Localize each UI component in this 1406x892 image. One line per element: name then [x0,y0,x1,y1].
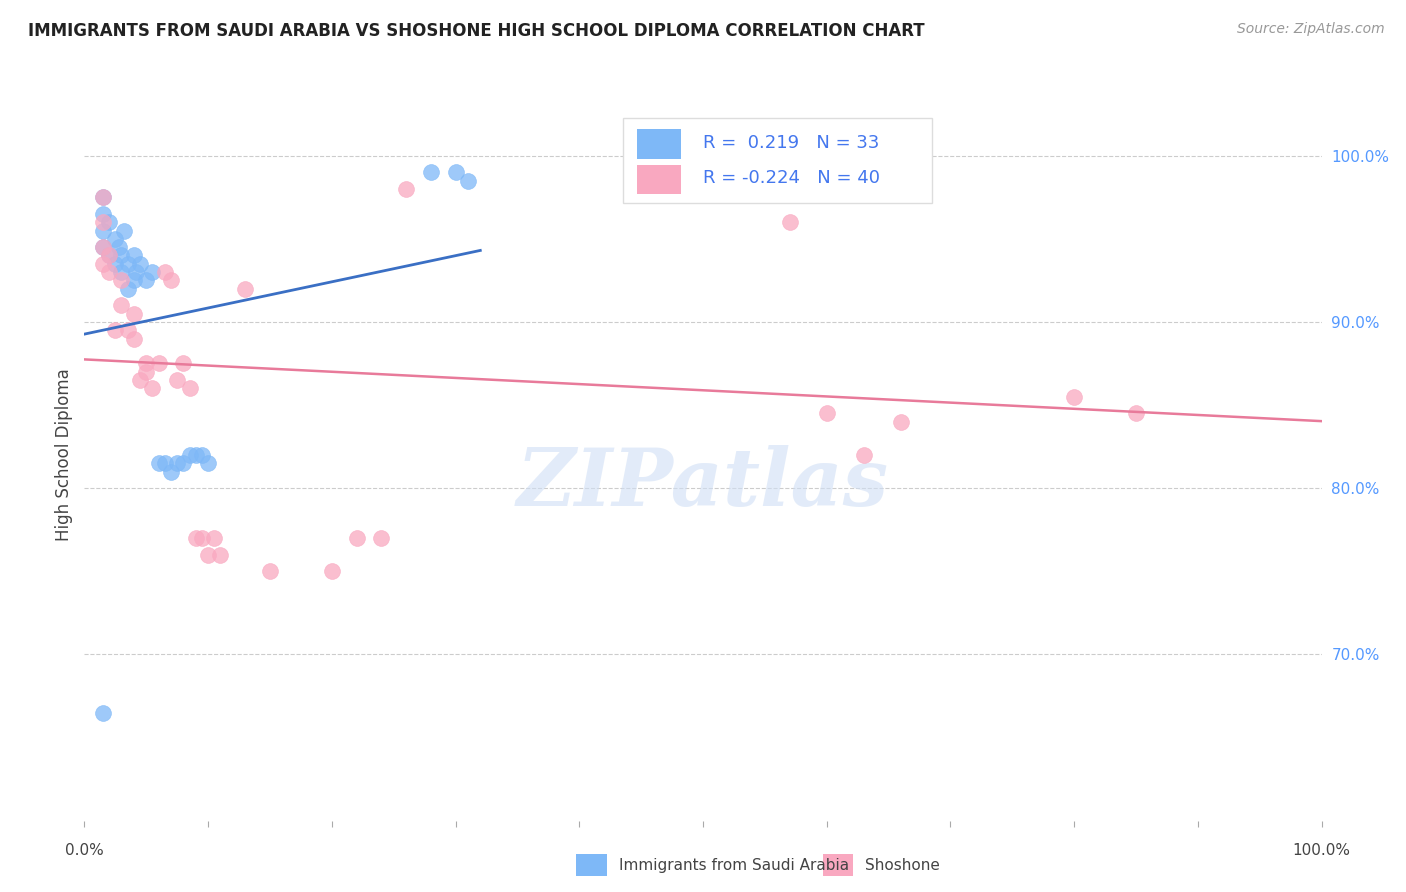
Point [91,190,114,204]
Text: Immigrants from Saudi Arabia: Immigrants from Saudi Arabia [619,858,849,872]
Point [172,456,194,470]
Point [110,265,132,279]
Point [125,265,148,279]
Point [91,240,114,254]
Point [104,323,127,337]
Point [370,531,392,545]
Point [117,257,139,271]
Point [135,273,157,287]
Point [321,564,343,578]
Point [141,265,163,279]
Text: R =  0.219   N = 33: R = 0.219 N = 33 [703,134,879,152]
Point [1063,390,1085,404]
Point [122,307,145,321]
Text: 100.0%: 100.0% [1292,843,1351,858]
Point [259,564,281,578]
Point [184,531,207,545]
Point [135,357,157,371]
Point [141,381,163,395]
Point [815,406,838,420]
Point [191,531,214,545]
Bar [637,129,681,159]
Text: R = -0.224   N = 40: R = -0.224 N = 40 [703,169,880,186]
Point [117,323,139,337]
Point [148,357,170,371]
Point [135,365,157,379]
Point [91,706,114,720]
Point [166,373,188,387]
Point [117,282,139,296]
Point [91,240,114,254]
Point [91,257,114,271]
Point [110,248,132,262]
Point [104,232,127,246]
Point [184,448,207,462]
Point [148,456,170,470]
Point [91,190,114,204]
Point [160,273,183,287]
Point [1125,406,1147,420]
Point [153,265,176,279]
Point [202,531,225,545]
Point [160,465,183,479]
Point [419,165,441,179]
Point [890,415,912,429]
Point [179,381,201,395]
Text: ZIPatlas: ZIPatlas [517,445,889,523]
Text: Shoshone: Shoshone [865,858,939,872]
Point [122,273,145,287]
Point [191,448,214,462]
Point [153,456,176,470]
FancyBboxPatch shape [623,119,932,202]
Point [197,548,219,562]
Text: Source: ZipAtlas.com: Source: ZipAtlas.com [1237,22,1385,37]
Point [172,357,194,371]
Point [98,248,121,262]
Point [108,240,131,254]
Point [129,373,152,387]
Point [110,298,132,312]
Point [852,448,875,462]
Point [112,223,135,237]
Point [779,215,801,229]
Point [666,165,689,179]
Point [122,248,145,262]
Point [444,165,467,179]
Bar [637,164,681,194]
Point [129,257,152,271]
Point [179,448,201,462]
Point [457,174,479,188]
Point [110,273,132,287]
Point [91,223,114,237]
Text: IMMIGRANTS FROM SAUDI ARABIA VS SHOSHONE HIGH SCHOOL DIPLOMA CORRELATION CHART: IMMIGRANTS FROM SAUDI ARABIA VS SHOSHONE… [28,22,925,40]
Point [209,548,232,562]
Point [91,207,114,221]
Point [98,215,121,229]
Point [346,531,368,545]
Y-axis label: High School Diploma: High School Diploma [55,368,73,541]
Point [166,456,188,470]
Point [122,332,145,346]
Point [233,282,256,296]
Point [104,257,127,271]
Point [98,265,121,279]
Point [395,182,418,196]
Point [91,215,114,229]
Text: 0.0%: 0.0% [65,843,104,858]
Point [197,456,219,470]
Point [98,248,121,262]
